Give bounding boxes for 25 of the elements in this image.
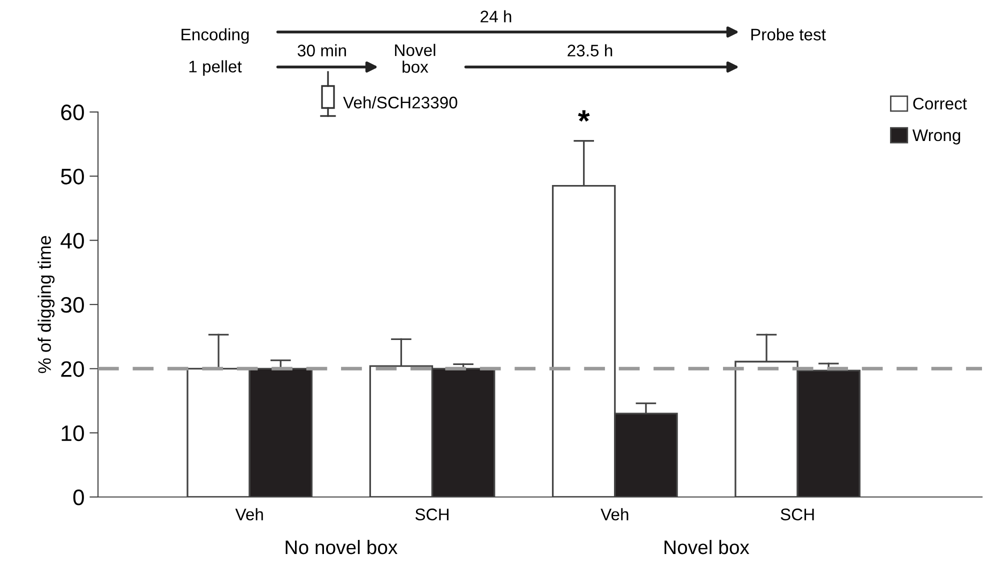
text: 1 pellet bbox=[189, 60, 242, 76]
text: Veh/SCH23390 bbox=[343, 96, 458, 108]
text: Probe test bbox=[751, 28, 826, 40]
legend-label: Wrong bbox=[912, 130, 960, 144]
y-tick-label: 40 bbox=[60, 232, 84, 249]
x-tick-label: SCH bbox=[415, 508, 448, 520]
text: No novel box bbox=[286, 540, 398, 554]
text: Novel box bbox=[395, 44, 436, 73]
text: Novel box bbox=[664, 540, 750, 554]
x-tick-label: Veh bbox=[235, 508, 263, 520]
text: 24 h bbox=[480, 10, 512, 22]
y-tick-label: 50 bbox=[60, 168, 84, 184]
text: 30 min bbox=[298, 44, 346, 56]
annotation: * bbox=[578, 110, 590, 122]
y-tick-label: 30 bbox=[60, 297, 84, 313]
text: Encoding bbox=[182, 28, 249, 44]
text: 23.5 h bbox=[568, 44, 612, 56]
y-tick-label: 60 bbox=[61, 104, 84, 120]
y-tick-label: 0 bbox=[73, 490, 84, 506]
legend-label: Correct bbox=[913, 98, 967, 110]
x-tick-label: Veh bbox=[600, 508, 628, 520]
x-tick-label: SCH bbox=[780, 508, 814, 520]
y-axis-title: % of digging time bbox=[38, 236, 55, 374]
y-tick-label: 20 bbox=[61, 361, 84, 377]
y-tick-label: 10 bbox=[62, 425, 84, 442]
